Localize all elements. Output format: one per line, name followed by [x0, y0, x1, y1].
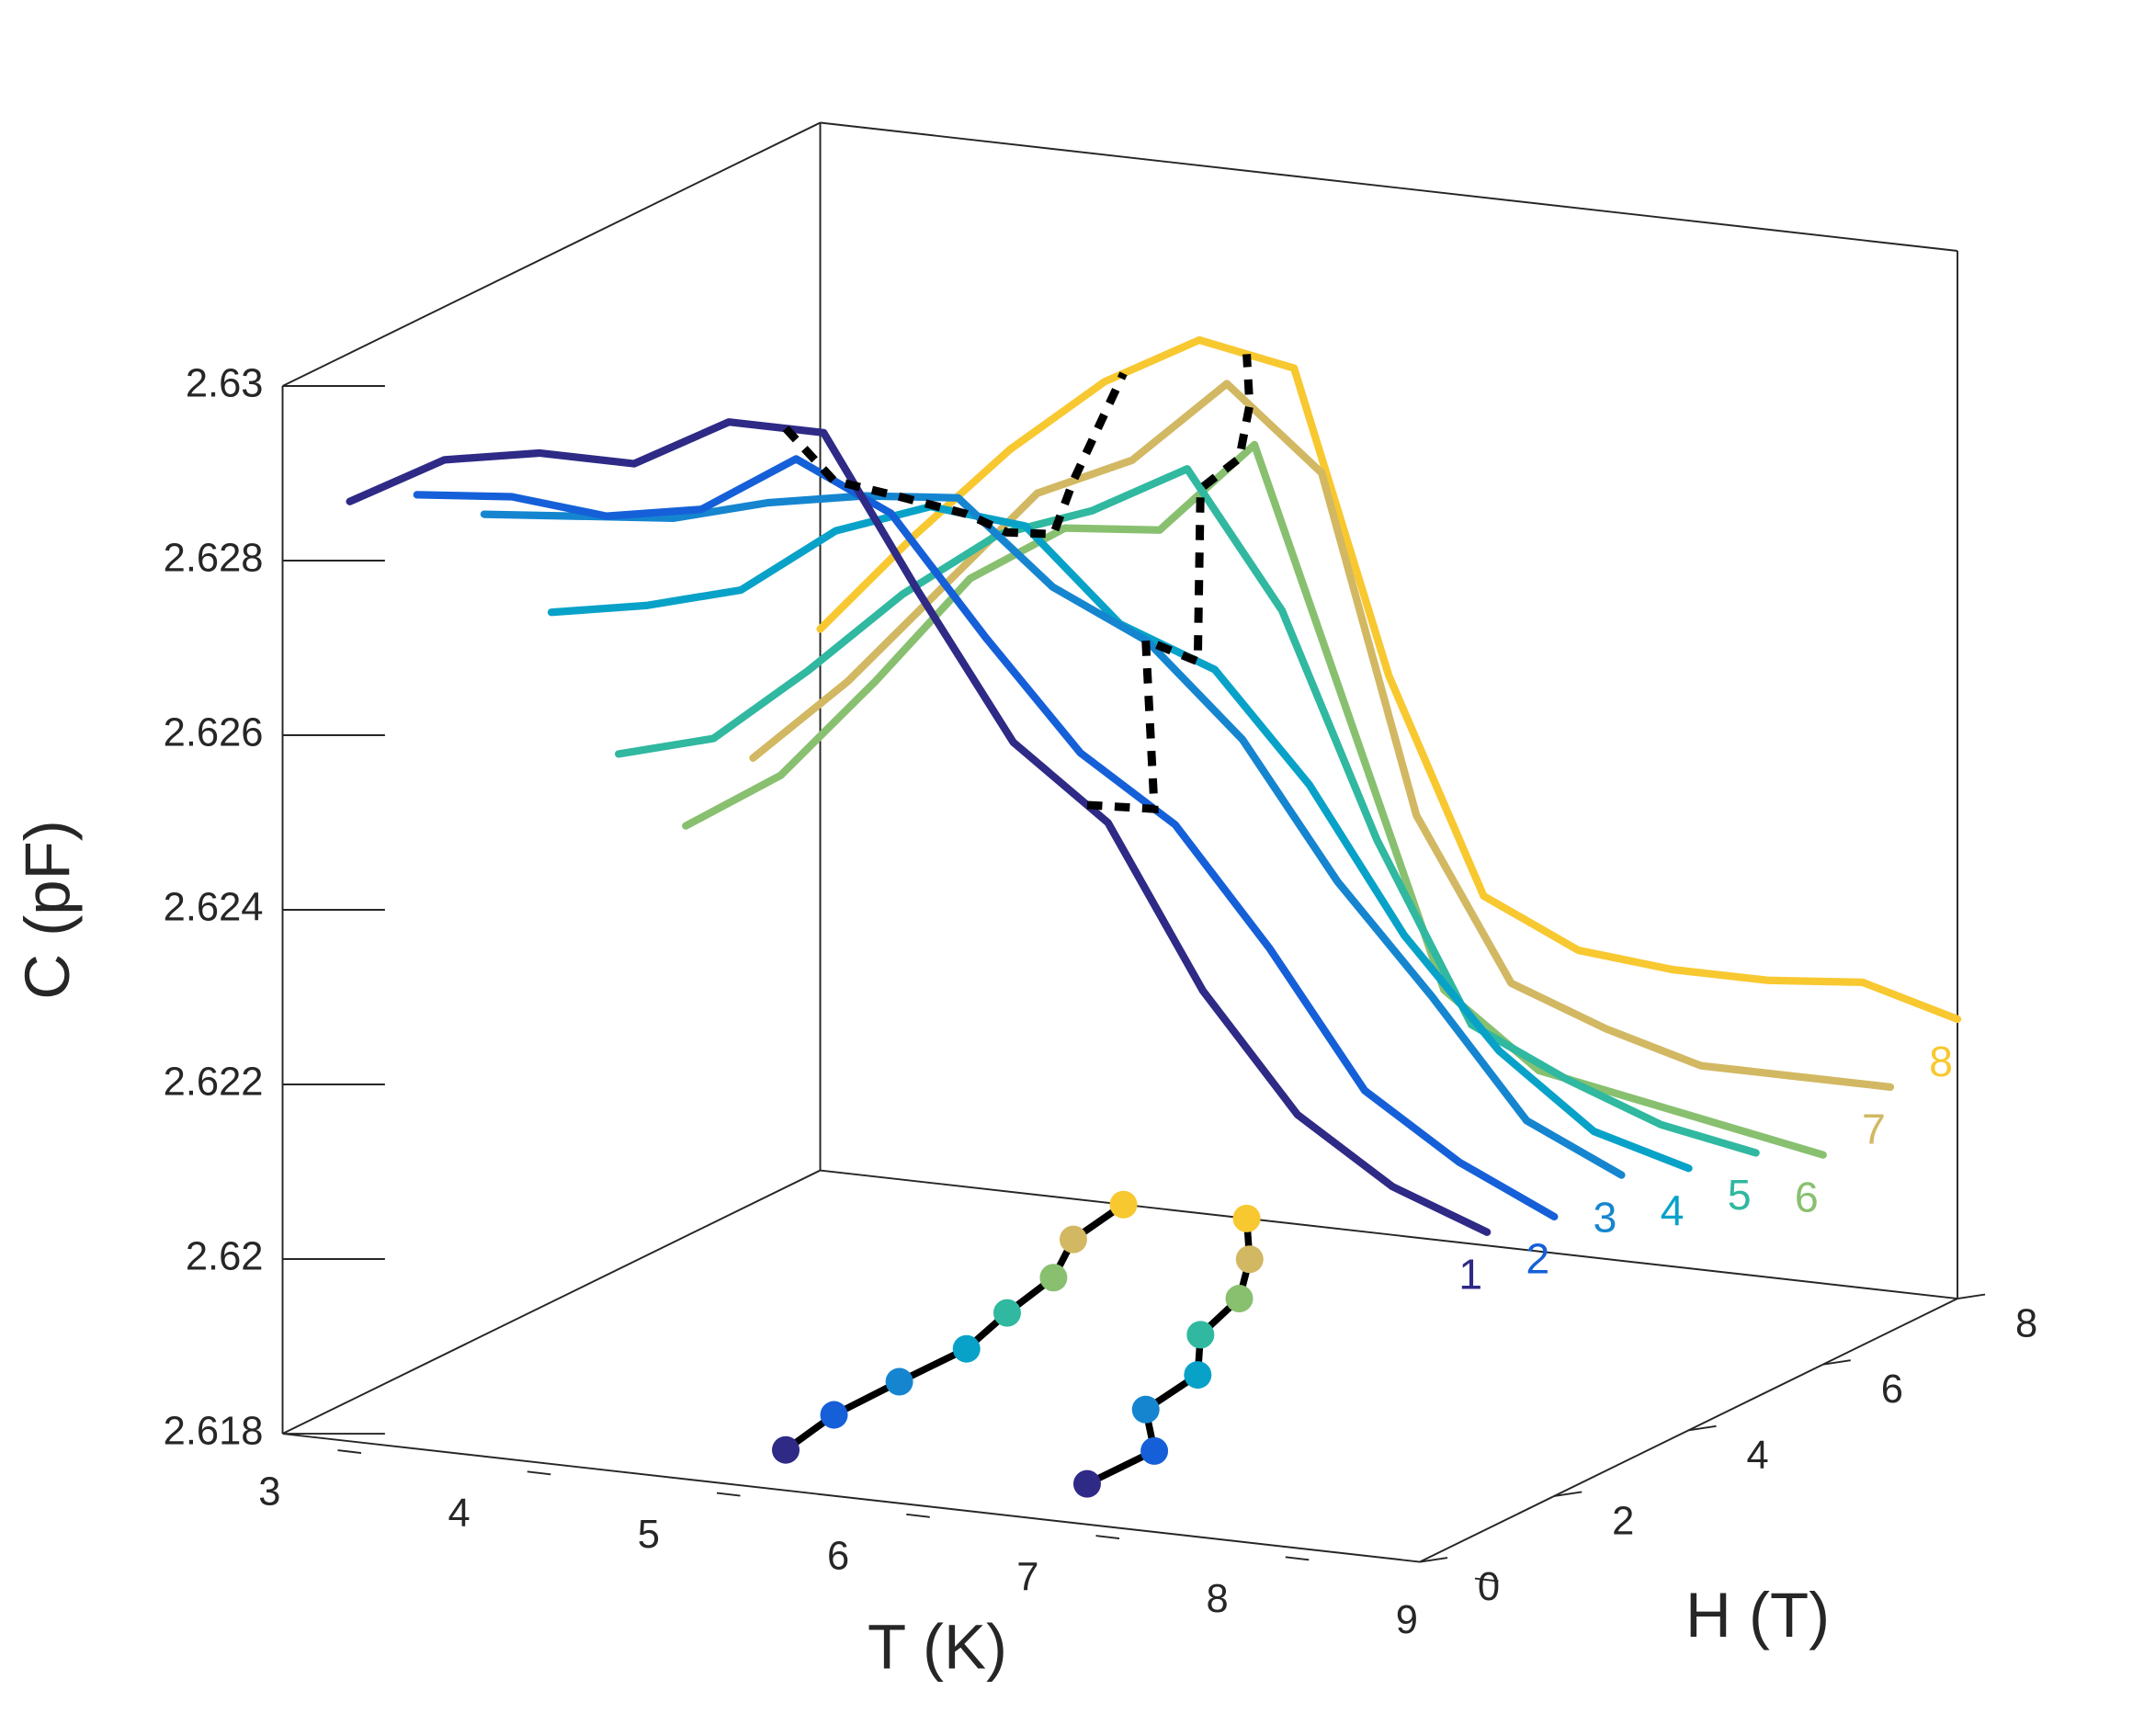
series-label: 7	[1862, 1106, 1886, 1153]
projection-line	[1085, 1218, 1254, 1488]
z-tick-label: 2.62	[186, 1235, 264, 1279]
x-tick	[716, 1492, 741, 1497]
z-axis-label: C (pF)	[12, 820, 83, 999]
x-tick-label: 8	[1207, 1577, 1229, 1621]
projection-dot	[1072, 1469, 1101, 1498]
z-tick-label: 2.626	[164, 711, 264, 755]
z-tick-label: 2.63	[186, 361, 264, 405]
z-tick-label: 2.624	[164, 886, 264, 930]
y-tick-label: 8	[2015, 1302, 2037, 1346]
projection-dot	[1232, 1204, 1261, 1232]
series-line	[749, 380, 1895, 1091]
x-tick	[527, 1470, 551, 1476]
projection-dot	[1131, 1395, 1160, 1424]
y-tick	[1554, 1491, 1582, 1497]
box-edge	[282, 1433, 1421, 1563]
box-edge	[282, 121, 821, 387]
x-tick-label: 7	[1016, 1556, 1038, 1600]
box-edge	[820, 121, 1958, 252]
series-label: 2	[1526, 1235, 1549, 1283]
x-tick-label: 9	[1396, 1598, 1418, 1642]
series-line	[682, 440, 1827, 1159]
projection-dot	[885, 1367, 913, 1396]
transition-line	[782, 371, 1128, 539]
series-line	[346, 418, 1492, 1236]
projection-dot	[952, 1334, 981, 1363]
y-tick	[1419, 1557, 1448, 1563]
y-tick-label: 4	[1746, 1434, 1768, 1478]
series-line	[615, 465, 1760, 1157]
series-label: 6	[1795, 1173, 1819, 1220]
projection-dot	[1184, 1361, 1212, 1390]
z-tick-label: 2.628	[164, 537, 264, 581]
box-edge	[820, 1169, 1958, 1300]
z-tick-label: 2.618	[164, 1410, 264, 1454]
x-axis-label: T (K)	[868, 1611, 1007, 1682]
x-tick	[1285, 1556, 1310, 1561]
x-tick-label: 3	[258, 1470, 280, 1515]
x-tick-label: 5	[638, 1513, 660, 1557]
projection-dot	[1225, 1285, 1254, 1313]
series-label: 1	[1458, 1251, 1482, 1299]
y-tick-label: 6	[1881, 1367, 1903, 1412]
projection-dot	[1039, 1264, 1068, 1292]
series-line	[413, 455, 1559, 1221]
projection-dot	[820, 1401, 848, 1429]
projection-dot	[1109, 1190, 1138, 1219]
y-tick	[1688, 1424, 1717, 1432]
y-tick	[1957, 1293, 1986, 1299]
x-tick	[1474, 1577, 1499, 1583]
series-label: 5	[1728, 1171, 1752, 1219]
transition-line	[1086, 354, 1254, 813]
series-line	[480, 492, 1626, 1179]
projection-dot	[1186, 1321, 1215, 1349]
x-tick	[337, 1449, 362, 1455]
y-axis-label: H (T)	[1685, 1580, 1830, 1651]
projection-dot	[772, 1435, 800, 1464]
series-line	[816, 335, 1962, 1024]
projection-dot	[1235, 1245, 1264, 1274]
x-tick-label: 6	[827, 1534, 849, 1578]
x-tick-label: 4	[448, 1492, 470, 1536]
projection-dot	[993, 1299, 1021, 1327]
series-label: 8	[1929, 1038, 1953, 1085]
projection-dot	[1140, 1436, 1169, 1465]
box-edge	[282, 1169, 821, 1435]
y-tick	[1822, 1359, 1851, 1366]
z-tick-label: 2.622	[164, 1061, 264, 1105]
projection-dot	[1059, 1225, 1087, 1254]
series-label: 4	[1661, 1186, 1685, 1234]
y-tick-label: 2	[1612, 1499, 1634, 1543]
y-tick-label: 0	[1478, 1565, 1500, 1609]
series-label: 3	[1593, 1193, 1617, 1241]
x-tick	[1095, 1535, 1120, 1540]
x-tick	[906, 1513, 930, 1518]
